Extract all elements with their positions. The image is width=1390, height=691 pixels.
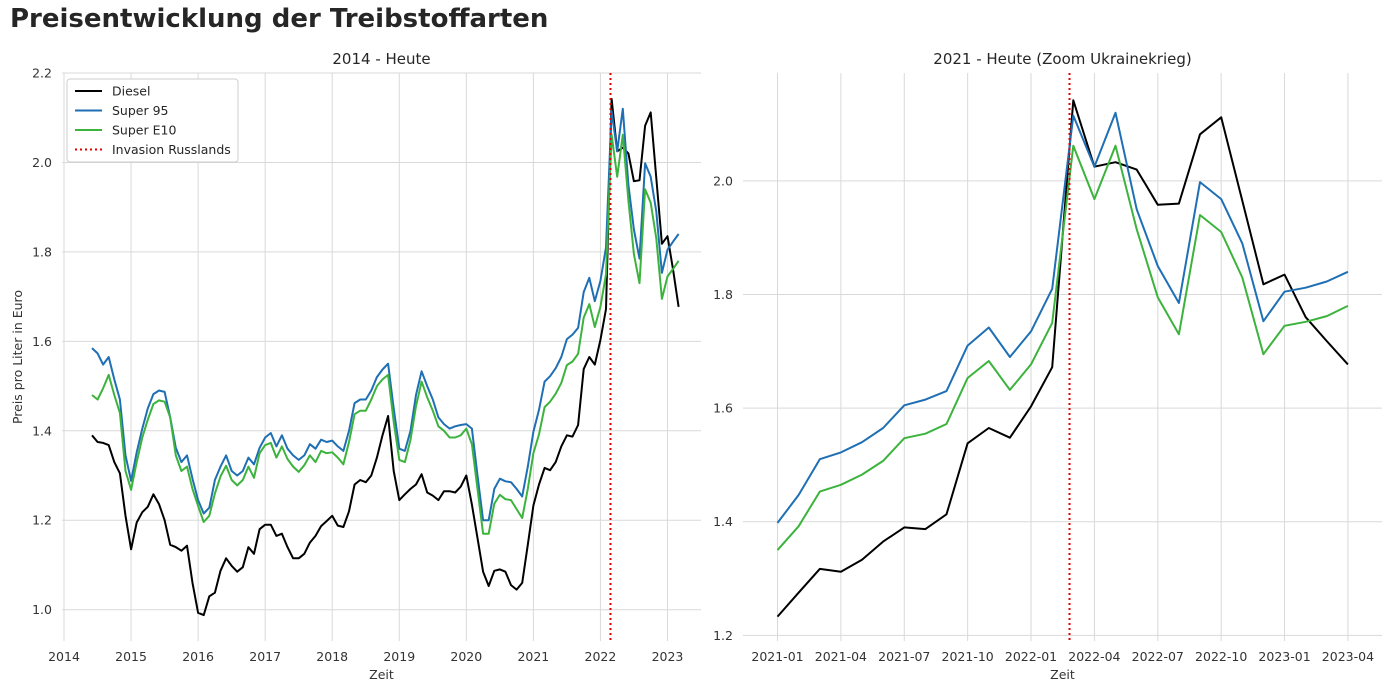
y-tick-label: 1.0 xyxy=(32,602,52,617)
x-tick-label: 2021-01 xyxy=(751,649,803,664)
y-tick-label: 2.0 xyxy=(713,173,733,188)
series-line-e10 xyxy=(776,144,1349,551)
x-tick-label: 2022 xyxy=(585,649,617,664)
y-tick-label: 2.2 xyxy=(32,66,52,81)
y-tick-label: 2.0 xyxy=(32,155,52,170)
x-tick-label: 2022-04 xyxy=(1068,649,1120,664)
x-tick-label: 2022-07 xyxy=(1132,649,1184,664)
y-tick-label: 1.2 xyxy=(713,628,733,643)
legend-label-e10: Super E10 xyxy=(112,123,176,138)
x-tick-label: 2021 xyxy=(517,649,549,664)
legend-label-super95: Super 95 xyxy=(112,103,169,118)
x-axis-label: Zeit xyxy=(1050,667,1075,682)
x-tick-label: 2021-10 xyxy=(942,649,994,664)
legend-label-invasion: Invasion Russlands xyxy=(112,142,231,157)
grid xyxy=(62,72,701,641)
figure-title: Preisentwicklung der Treibstoffarten xyxy=(10,4,549,34)
x-tick-label: 2023 xyxy=(652,649,684,664)
y-tick-label: 1.6 xyxy=(32,334,52,349)
x-tick-label: 2021-04 xyxy=(815,649,867,664)
y-tick-label: 1.8 xyxy=(713,287,733,302)
x-tick-label: 2023-04 xyxy=(1322,649,1374,664)
x-tick-label: 2015 xyxy=(115,649,147,664)
y-tick-label: 1.8 xyxy=(32,244,52,259)
x-tick-label: 2021-07 xyxy=(878,649,930,664)
series-line-diesel xyxy=(91,97,680,617)
x-axis-label: Zeit xyxy=(369,667,394,682)
y-tick-label: 1.2 xyxy=(32,513,52,528)
x-tick-label: 2016 xyxy=(182,649,214,664)
x-tick-label: 2022-01 xyxy=(1005,649,1057,664)
x-tick-label: 2017 xyxy=(249,649,281,664)
legend: Diesel Super 95 Super E10 Invasion Russland… xyxy=(66,78,239,163)
x-tick-label: 2020 xyxy=(450,649,482,664)
grid xyxy=(743,73,1382,641)
x-tick-label: 2022-10 xyxy=(1195,649,1247,664)
panel-title: 2021 - Heute (Zoom Ukrainekrieg) xyxy=(933,50,1191,68)
y-axis-label: Preis pro Liter in Euro xyxy=(10,290,25,424)
panel-title: 2014 - Heute xyxy=(332,50,430,68)
chart-panel-2: 2021 - Heute (Zoom Ukrainekrieg) 2021-01 2… xyxy=(713,50,1382,682)
legend-label-diesel: Diesel xyxy=(112,84,150,99)
series-line-super95 xyxy=(91,107,680,522)
chart-panel-1: 2014 - Heute 2014 2015 2016 2017 2018 2019 2020… xyxy=(10,50,701,682)
series-line-e10 xyxy=(91,133,680,535)
x-tick-label: 2014 xyxy=(48,649,80,664)
series-line-super95 xyxy=(776,111,1349,524)
series-line-diesel xyxy=(776,99,1349,618)
x-tick-label: 2023-01 xyxy=(1258,649,1310,664)
x-tick-label: 2019 xyxy=(383,649,415,664)
y-tick-label: 1.6 xyxy=(713,401,733,416)
y-tick-label: 1.4 xyxy=(713,514,733,529)
legend-box xyxy=(66,78,239,163)
y-tick-label: 1.4 xyxy=(32,423,52,438)
x-tick-label: 2018 xyxy=(316,649,348,664)
